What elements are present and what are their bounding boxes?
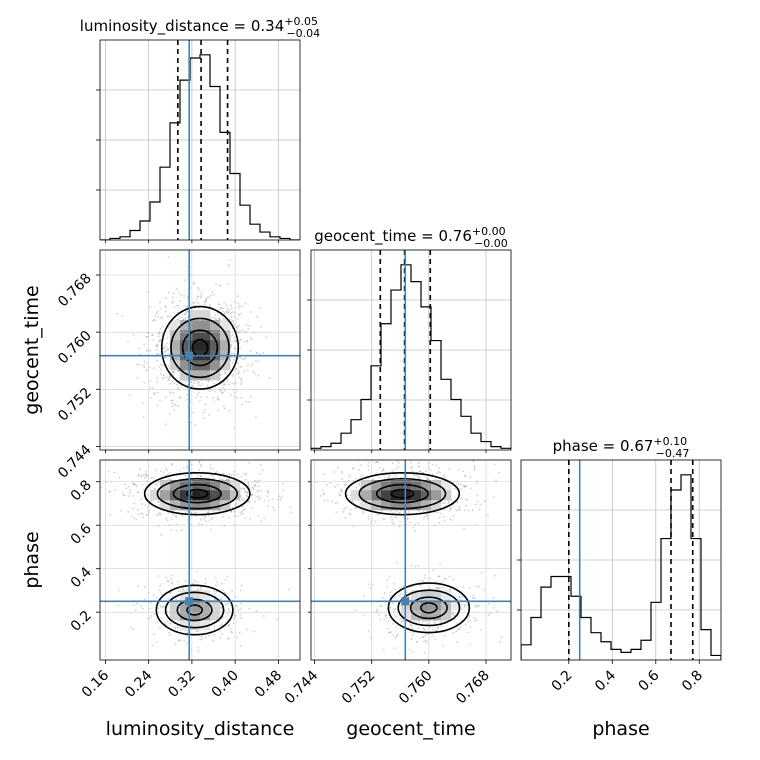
histogram-phase — [521, 474, 721, 660]
panel-frame — [310, 459, 512, 661]
joint-panel-luminosity_distance-geocent_time — [99, 249, 301, 451]
contour — [409, 596, 448, 620]
contour — [375, 483, 429, 504]
x-tick-label: 0.2 — [549, 668, 576, 695]
contour — [358, 477, 447, 510]
x-tick-label: 0.32 — [165, 668, 198, 701]
x-tick-label: 0.24 — [122, 667, 155, 700]
contour — [344, 471, 461, 516]
x-tick-label: 0.48 — [252, 668, 285, 701]
panel-frame — [99, 459, 301, 661]
x-tick-label: 0.760 — [396, 668, 436, 708]
y-tick-label: 0.4 — [68, 564, 95, 591]
x-tick-label: 0.6 — [636, 667, 663, 694]
contour — [164, 591, 225, 629]
contour — [397, 589, 461, 627]
hist-title-phase: phase = 0.67+0.10 −0.47 — [553, 435, 690, 460]
x-axis-label-geocent_time: geocent_time — [346, 718, 475, 740]
panel-frame — [99, 249, 301, 451]
contour — [172, 483, 222, 504]
x-tick-label: 0.16 — [79, 667, 112, 700]
hist-title-luminosity_distance: luminosity_distance = 0.34+0.05 −0.04 — [80, 15, 320, 40]
histogram-geocent_time — [311, 264, 511, 450]
contour — [170, 317, 230, 379]
joint-panel-geocent_time-phase — [310, 459, 512, 661]
contour — [176, 598, 213, 622]
hist-panel-geocent_time — [307, 249, 512, 451]
hist-title-geocent_time: geocent_time = 0.76+0.00 −0.00 — [314, 225, 508, 250]
contour — [186, 488, 209, 499]
x-tick-label: 0.40 — [209, 668, 242, 701]
y-tick-label: 0.744 — [55, 442, 95, 482]
contour — [186, 604, 203, 616]
contour — [156, 477, 238, 510]
y-axis-label-geocent_time: geocent_time — [21, 285, 43, 414]
contour — [160, 305, 240, 390]
x-tick-label: 0.4 — [592, 667, 619, 694]
x-axis-label-luminosity_distance: luminosity_distance — [106, 718, 295, 740]
y-tick-label: 0.6 — [68, 521, 95, 548]
y-tick-label: 0.768 — [55, 271, 95, 311]
y-tick-label: 0.760 — [55, 328, 95, 368]
contour — [420, 602, 438, 614]
contour — [143, 471, 251, 516]
x-tick-label: 0.752 — [339, 668, 379, 708]
histogram-luminosity_distance — [100, 54, 300, 240]
contour — [387, 582, 471, 634]
x-axis-label-phase: phase — [592, 718, 649, 740]
y-tick-label: 0.8 — [68, 477, 95, 504]
x-tick-label: 0.744 — [282, 667, 322, 707]
contour — [390, 488, 415, 499]
truth-marker — [185, 597, 194, 606]
hist-panel-luminosity_distance — [96, 39, 301, 241]
hist-panel-phase — [517, 459, 722, 661]
y-tick-label: 0.752 — [55, 385, 95, 425]
contour — [155, 584, 234, 636]
truth-marker — [185, 351, 194, 360]
y-tick-label: 0.2 — [68, 608, 95, 635]
contour — [181, 329, 219, 367]
truth-marker — [401, 597, 410, 606]
y-axis-label-phase: phase — [21, 531, 43, 588]
joint-panel-luminosity_distance-phase — [99, 459, 301, 661]
x-tick-label: 0.768 — [453, 668, 493, 708]
x-tick-label: 0.8 — [679, 668, 706, 695]
